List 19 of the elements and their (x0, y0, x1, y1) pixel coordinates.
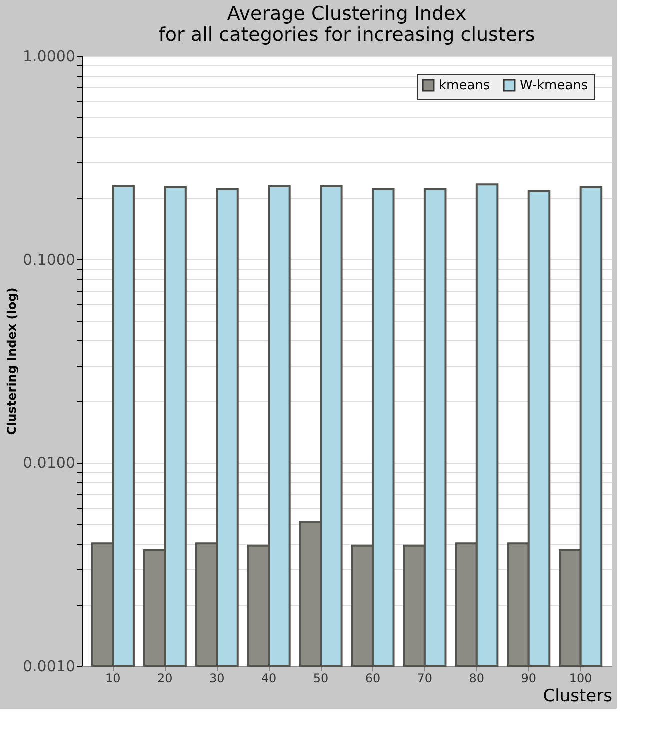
x-tick-label: 60 (365, 672, 381, 686)
x-tick-label: 20 (157, 672, 173, 686)
x-tick-label: 50 (313, 672, 329, 686)
chart-title: Average Clustering Index for all categories for increasing clusters (158, 3, 536, 46)
legend-label: kmeans (439, 78, 490, 94)
x-axis-title: Clusters (543, 686, 613, 706)
y-tick-label: 0.0010 (23, 658, 76, 676)
y-axis-title: Clustering Index (log) (5, 288, 20, 436)
x-tick-label: 80 (469, 672, 485, 686)
x-tick-label: 90 (521, 672, 537, 686)
y-tick-label: 0.1000 (23, 250, 76, 269)
x-tick-label: 10 (106, 672, 121, 686)
legend-label: W-kmeans (520, 78, 588, 94)
x-tick-label: 30 (209, 672, 225, 686)
y-tick-label: 0.0100 (23, 454, 76, 472)
x-tick-label: 70 (417, 672, 433, 686)
y-tick-label: 1.0000 (23, 48, 76, 66)
x-tick-label: 100 (569, 672, 592, 686)
x-tick-label: 40 (261, 672, 277, 686)
